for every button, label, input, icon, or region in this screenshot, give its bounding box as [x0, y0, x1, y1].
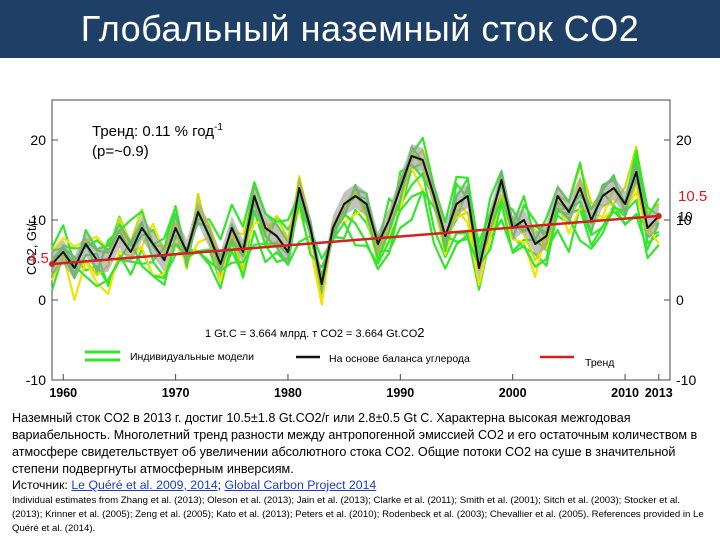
trend-end-point: [655, 213, 662, 219]
x-tick-label: 1960: [49, 386, 77, 400]
y-tick-left: 20: [30, 132, 46, 148]
y-tick-right: 10: [676, 212, 692, 228]
source-separator: ;: [217, 478, 222, 492]
trend-series: [49, 213, 662, 267]
caption: Наземный сток CO2 в 2013 г. достиг 10.5±…: [12, 411, 698, 476]
source-link-gcp[interactable]: Global Carbon Project 2014: [224, 478, 377, 492]
y-tick-left: 0: [38, 292, 46, 308]
model-line: [51, 190, 660, 288]
trend-text: Тренд: 0.11 % год-1: [92, 122, 223, 140]
x-tick-label: 1990: [386, 386, 414, 400]
conversion-suffix: 2: [417, 325, 424, 340]
model-line: [51, 188, 660, 291]
legend-trend-label: Тренд: [585, 357, 614, 369]
y-tick-right: 0: [676, 292, 684, 308]
trend-line: [51, 214, 659, 266]
x-tick-label: 2013: [645, 386, 673, 400]
trend-end-label: 10.5: [678, 188, 707, 205]
conversion-note: 1 Gt.C = 3.664 млрд. т CO2 = 3.664 Gt.CO…: [205, 325, 425, 340]
legend-models-label: Индивидуальные модели: [130, 351, 254, 363]
page-title: Глобальный наземный сток CO2: [80, 8, 640, 49]
trend-end-label-2: 10: [678, 209, 692, 224]
y-tick-right: 20: [676, 132, 692, 148]
trend-p: (p=~0.9): [92, 143, 149, 160]
source-link-lequere[interactable]: Le Quéré et al. 2009, 2014: [71, 478, 218, 492]
budget-series: [51, 155, 660, 285]
source-line: Источник: Le Quéré et al. 2009, 2014; Gl…: [12, 478, 712, 492]
references: Individual estimates from Zhang et al. (…: [12, 495, 704, 534]
trend-start-point: [49, 261, 55, 267]
title-bar: Глобальный наземный сток CO2: [0, 0, 720, 58]
x-tick-label: 2010: [611, 386, 639, 400]
y-tick-left: -10: [26, 372, 46, 388]
y-tick-right: -10: [676, 372, 696, 388]
trend-start-label: 4.5: [28, 250, 49, 267]
x-tick-label: 1980: [274, 386, 302, 400]
y-tick-left: 10: [30, 212, 46, 228]
x-tick-label: 1970: [162, 386, 190, 400]
source-label: Источник:: [12, 478, 68, 492]
x-tick-label: 2000: [499, 386, 527, 400]
legend-budget-label: На основе баланса углерода: [329, 353, 470, 365]
trend-sup: -1: [214, 122, 223, 133]
budget-line: [51, 155, 660, 285]
y-axis-label: CO2, Gt/г.: [24, 217, 39, 275]
